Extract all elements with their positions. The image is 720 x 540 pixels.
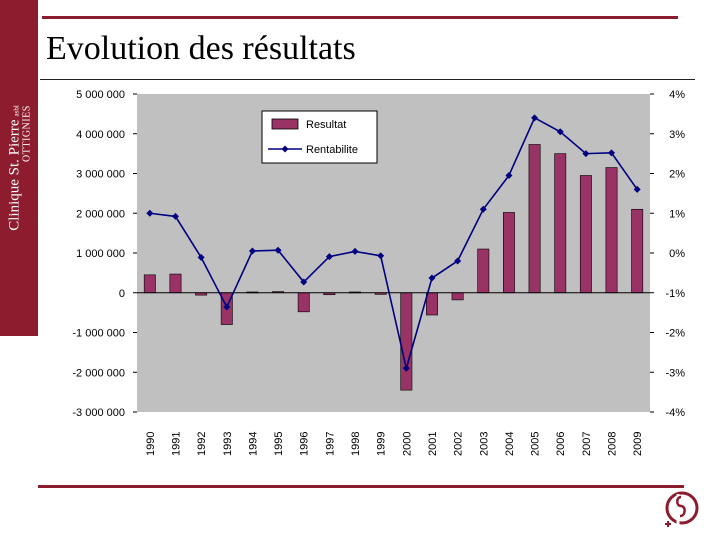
point-rentabilite-2009 [633, 185, 641, 193]
bar-resultat-2006 [554, 153, 567, 294]
y-left-tick-label: 4 000 000 [76, 129, 125, 141]
x-tick-label: 1999 [376, 432, 388, 456]
point-rentabilite-1999 [377, 252, 385, 260]
title-rule [40, 79, 695, 80]
bar-resultat-2003 [477, 248, 490, 294]
y-right-tick-label: 2% [669, 169, 685, 181]
point-rentabilite-1993 [223, 303, 231, 311]
x-tick-label: 1995 [273, 432, 285, 456]
legend-label-rentabilite: Rentabilite [306, 144, 358, 156]
x-tick-label: 2001 [427, 432, 439, 456]
y-right-tick-label: 4% [669, 89, 685, 101]
legend-marker-rentabilite [281, 145, 289, 153]
bar-resultat-1991 [169, 273, 182, 294]
y-left-tick-label: -3 000 000 [72, 407, 125, 419]
clinic-city: OTTIGNIES [21, 105, 33, 162]
bar-resultat-1990 [143, 274, 156, 294]
x-tick-label: 2008 [607, 432, 619, 456]
line-rentabilite [149, 116, 638, 369]
y-right-tick-label: -1% [665, 288, 685, 300]
top-rule [42, 16, 678, 19]
y-left-tick-label: 2 000 000 [76, 208, 125, 220]
bar-resultat-1996 [297, 292, 310, 313]
point-rentabilite-1991 [171, 212, 179, 220]
x-tick-label: 2006 [555, 432, 567, 456]
legend-swatch-resultat [271, 118, 299, 130]
y-left-tick-label: 5 000 000 [76, 89, 125, 101]
point-rentabilite-2008 [608, 149, 616, 157]
bar-resultat-2002 [451, 292, 464, 301]
x-tick-label: 1996 [299, 432, 311, 456]
x-tick-label: 2009 [632, 432, 644, 456]
point-rentabilite-1992 [197, 253, 205, 261]
x-tick-label: 1998 [350, 432, 362, 456]
y-right-tick-label: 3% [669, 129, 685, 141]
x-tick-label: 1997 [324, 432, 336, 456]
sidebar-band: Clinique St. Pierre asbl OTTIGNIES [0, 0, 38, 336]
point-rentabilite-2003 [479, 205, 487, 213]
y-left-tick-label: 3 000 000 [76, 169, 125, 181]
slide-title: Evolution des résultats [46, 30, 356, 67]
bar-resultat-2007 [579, 175, 592, 294]
x-tick-label: 2003 [478, 432, 490, 456]
x-tick-label: 1992 [196, 432, 208, 456]
bar-resultat-2009 [631, 208, 644, 294]
bottom-rule [38, 485, 684, 488]
y-right-tick-label: -3% [665, 367, 685, 379]
x-tick-label: 2000 [401, 432, 413, 456]
clinic-emblem-icon [665, 491, 699, 527]
y-right-tick-label: -2% [665, 328, 685, 340]
y-left-tick-label: -1 000 000 [72, 328, 125, 340]
x-tick-label: 1991 [170, 432, 182, 456]
bar-resultat-2008 [605, 167, 618, 294]
legend: Resultat Rentabilite [261, 110, 378, 164]
point-rentabilite-2000 [402, 364, 410, 372]
point-rentabilite-1998 [351, 247, 359, 255]
clinic-suffix: asbl [12, 105, 21, 117]
x-tick-label: 1990 [145, 432, 157, 456]
point-rentabilite-2006 [556, 128, 564, 136]
point-rentabilite-2007 [582, 150, 590, 158]
y-left-tick-label: -2 000 000 [72, 367, 125, 379]
point-rentabilite-1994 [248, 247, 256, 255]
x-tick-label: 2007 [581, 432, 593, 456]
legend-label-resultat: Resultat [306, 119, 346, 131]
x-tick-label: 1994 [247, 432, 259, 456]
y-left-tick-label: 0 [119, 288, 125, 300]
clinic-logo-text: Clinique St. Pierre asbl OTTIGNIES [6, 105, 33, 231]
clinic-name: Clinique St. Pierre [6, 119, 23, 231]
x-tick-label: 2002 [453, 432, 465, 456]
x-tick-label: 1993 [222, 432, 234, 456]
bar-resultat-2004 [502, 212, 515, 294]
bar-resultat-2001 [426, 292, 438, 316]
point-rentabilite-1996 [300, 278, 308, 286]
chart: 5 000 000 4 000 000 3 000 000 2 000 000 1 00… [72, 89, 685, 456]
point-rentabilite-2002 [454, 257, 462, 265]
y-right-tick-label: 1% [669, 208, 685, 220]
y-left-tick-label: 1 000 000 [76, 248, 125, 260]
bar-resultat-2000 [400, 292, 413, 391]
x-tick-label: 2005 [530, 432, 542, 456]
point-rentabilite-2001 [428, 274, 436, 282]
y-right-tick-label: 0% [669, 248, 685, 260]
y-right-tick-label: -4% [665, 407, 685, 419]
point-rentabilite-2004 [505, 171, 513, 179]
point-rentabilite-2005 [531, 114, 539, 122]
point-rentabilite-1990 [146, 209, 154, 217]
point-rentabilite-1995 [274, 246, 282, 254]
point-rentabilite-1997 [325, 253, 333, 261]
x-tick-label: 2004 [504, 432, 516, 456]
bar-resultat-2005 [528, 144, 541, 294]
